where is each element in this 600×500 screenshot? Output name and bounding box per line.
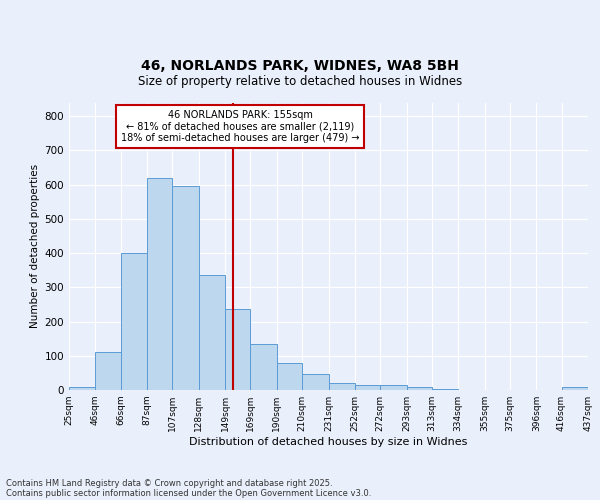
Bar [121, 253, 147, 390]
Bar [329, 383, 355, 390]
Bar [225, 309, 250, 390]
Bar [250, 344, 277, 390]
Text: Size of property relative to detached houses in Widnes: Size of property relative to detached ho… [138, 74, 462, 88]
Bar [562, 388, 588, 390]
Text: Contains public sector information licensed under the Open Government Licence v3: Contains public sector information licen… [6, 488, 371, 498]
Bar [69, 388, 95, 390]
Bar [380, 385, 407, 390]
Bar [95, 352, 121, 390]
Bar [277, 364, 302, 390]
Bar [172, 186, 199, 390]
X-axis label: Distribution of detached houses by size in Widnes: Distribution of detached houses by size … [190, 437, 467, 447]
Text: Contains HM Land Registry data © Crown copyright and database right 2025.: Contains HM Land Registry data © Crown c… [6, 478, 332, 488]
Bar [355, 385, 380, 390]
Bar [199, 276, 225, 390]
Bar [147, 178, 172, 390]
Bar [407, 388, 432, 390]
Text: 46, NORLANDS PARK, WIDNES, WA8 5BH: 46, NORLANDS PARK, WIDNES, WA8 5BH [141, 58, 459, 72]
Y-axis label: Number of detached properties: Number of detached properties [31, 164, 40, 328]
Text: 46 NORLANDS PARK: 155sqm
← 81% of detached houses are smaller (2,119)
18% of sem: 46 NORLANDS PARK: 155sqm ← 81% of detach… [121, 110, 359, 143]
Bar [302, 374, 329, 390]
